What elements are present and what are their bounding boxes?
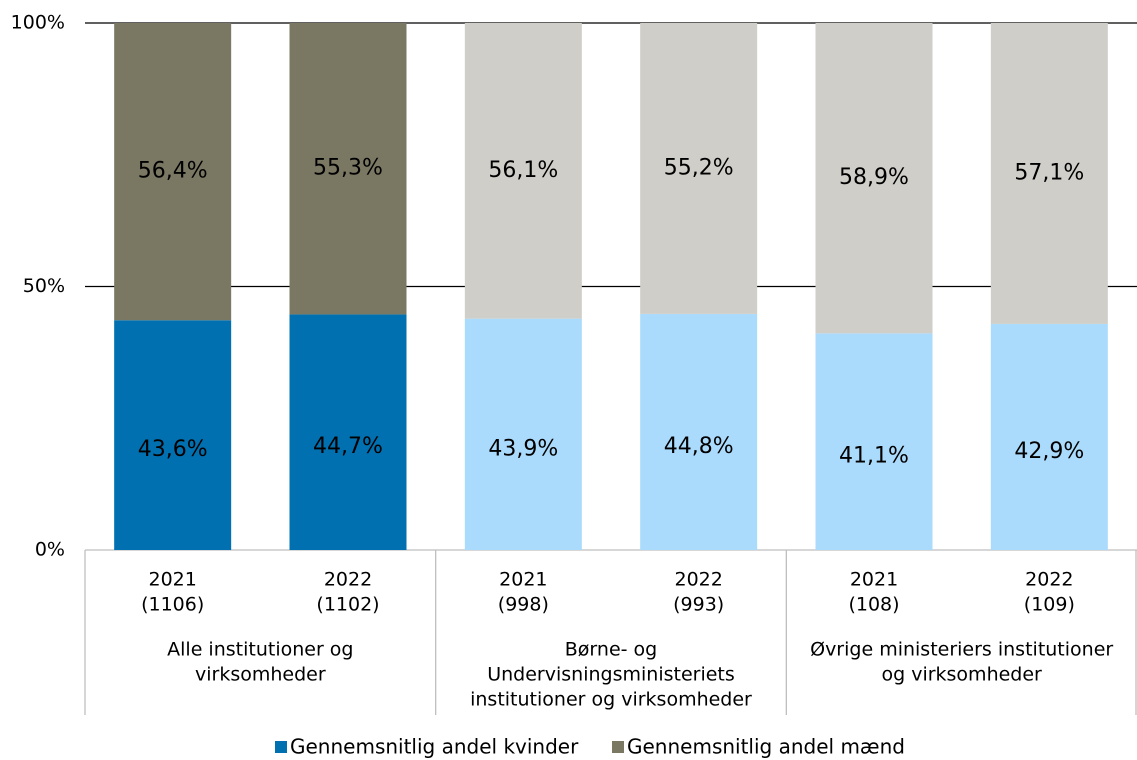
value-label: 57,1%	[1014, 160, 1084, 185]
legend-swatch	[275, 741, 287, 753]
x-tick-count: (998)	[498, 594, 549, 616]
x-tick-count: (993)	[673, 594, 724, 616]
group-label: virksomheder	[195, 664, 326, 686]
bar-segment	[114, 23, 232, 321]
y-tick-label: 0%	[35, 539, 65, 561]
bar-segment	[990, 323, 1108, 550]
value-label: 55,2%	[664, 155, 734, 180]
bar-segment	[114, 320, 232, 550]
group-label: Øvrige ministeriers institutioner	[810, 639, 1113, 661]
group-label: Børne- og	[565, 639, 657, 661]
x-tick-count: (1102)	[316, 594, 379, 616]
group-label: institutioner og virksomheder	[470, 689, 752, 711]
value-label: 43,9%	[488, 436, 558, 461]
x-tick-count: (108)	[848, 594, 899, 616]
value-label: 41,1%	[839, 444, 909, 469]
x-tick-label: 2021	[850, 569, 898, 591]
x-tick-count: (1106)	[141, 594, 204, 616]
x-tick-label: 2021	[148, 569, 196, 591]
value-label: 44,8%	[664, 434, 734, 459]
x-tick-label: 2022	[324, 569, 372, 591]
bar-segment	[464, 23, 582, 319]
value-label: 55,3%	[313, 156, 383, 181]
legend-label: Gennemsnitlig andel kvinder	[290, 735, 579, 759]
bar-segment	[815, 333, 933, 550]
x-tick-label: 2021	[499, 569, 547, 591]
group-label: Undervisningsministeriets	[487, 664, 735, 686]
legend-label: Gennemsnitlig andel mænd	[627, 735, 905, 759]
group-label: og virksomheder	[881, 664, 1042, 686]
x-tick-label: 2022	[674, 569, 722, 591]
bar-segment	[640, 313, 758, 550]
y-tick-label: 50%	[23, 275, 65, 297]
value-label: 58,9%	[839, 165, 909, 190]
bar-segment	[640, 23, 758, 314]
value-label: 44,7%	[313, 434, 383, 459]
value-label: 56,1%	[488, 158, 558, 183]
value-label: 43,6%	[138, 437, 208, 462]
group-label: Alle institutioner og	[167, 639, 353, 661]
bar-segment	[990, 23, 1108, 324]
x-tick-label: 2022	[1025, 569, 1073, 591]
x-tick-count: (109)	[1024, 594, 1075, 616]
bar-segment	[289, 23, 407, 315]
y-tick-label: 100%	[11, 12, 65, 34]
value-label: 56,4%	[138, 159, 208, 184]
bar-segment	[464, 318, 582, 550]
value-label: 42,9%	[1014, 439, 1084, 464]
bar-segment	[815, 23, 933, 334]
bar-segment	[289, 314, 407, 550]
legend-swatch	[612, 741, 624, 753]
